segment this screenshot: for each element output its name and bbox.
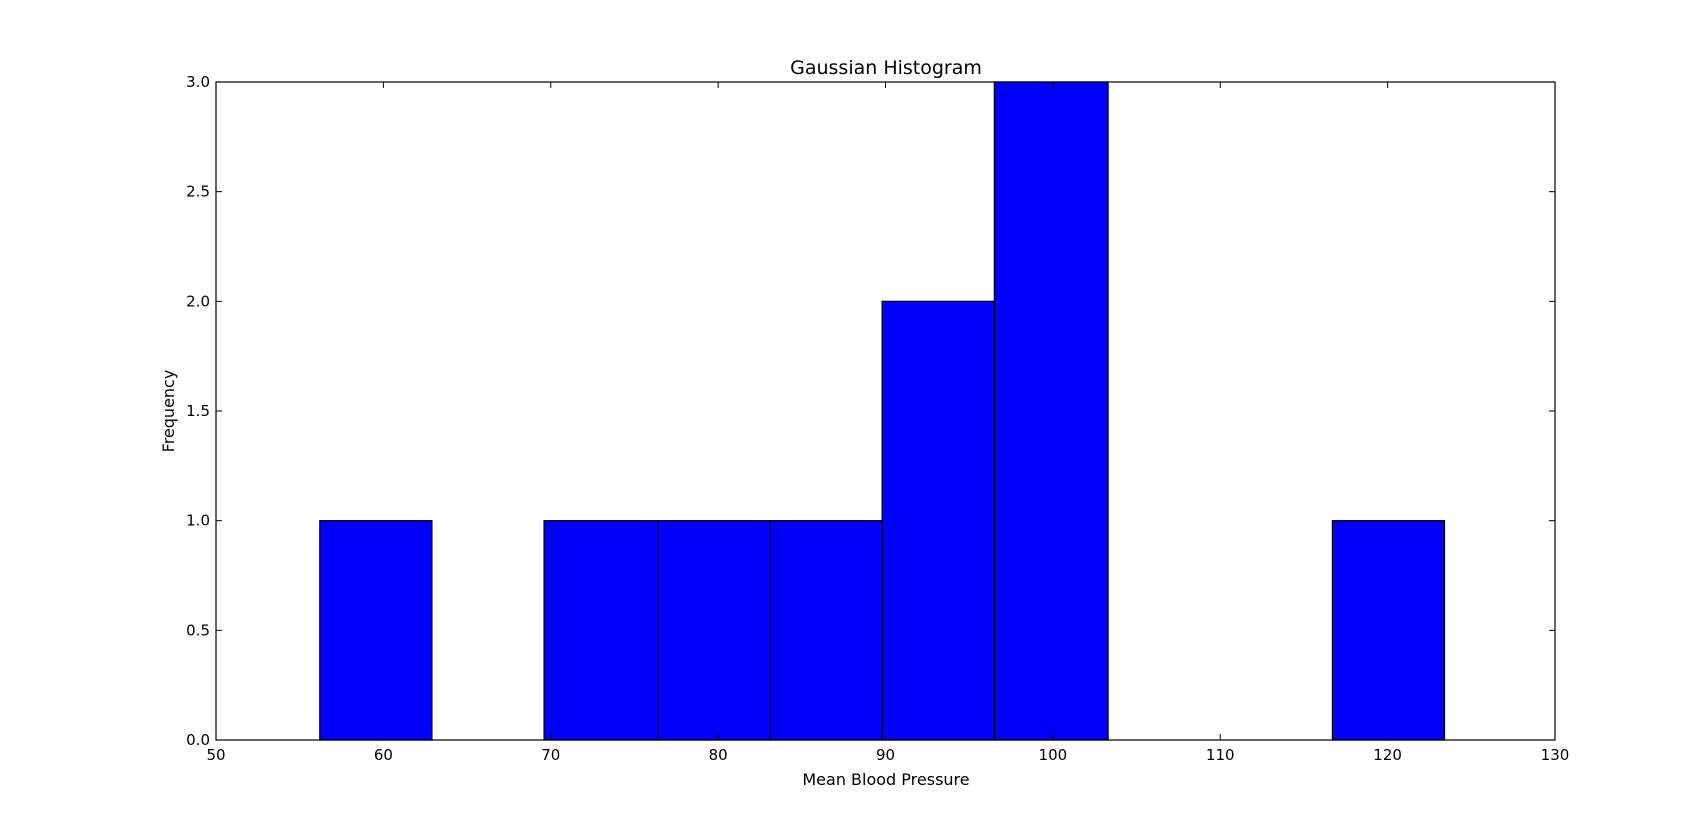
x-axis-label: Mean Blood Pressure: [802, 770, 969, 789]
histogram-bar-2: [543, 520, 659, 741]
y-tick-label-1: 0.5: [186, 621, 210, 639]
chart-title: Gaussian Histogram: [790, 57, 982, 79]
x-tick-label-0: 50: [206, 746, 225, 764]
y-tick-label-4: 2.0: [186, 292, 210, 310]
y-tick-label-3: 1.5: [186, 402, 210, 420]
x-tick-label-4: 90: [876, 746, 895, 764]
tick-labels-layer: 50 60 70 80 90 100 110 120 130 0.0 0.5 1.0 1.5 2.0 2.5…: [186, 73, 1569, 764]
histogram-bar-5: [881, 300, 995, 741]
histogram-bar-9: [1331, 520, 1446, 741]
x-tick-label-8: 130: [1541, 746, 1570, 764]
x-tick-label-5: 100: [1039, 746, 1068, 764]
y-tick-label-5: 2.5: [186, 183, 210, 201]
x-tick-label-3: 80: [709, 746, 728, 764]
x-tick-label-2: 70: [541, 746, 560, 764]
bars-layer: [319, 81, 1446, 741]
histogram-bar-3: [657, 520, 771, 741]
y-axis-label: Frequency: [159, 370, 178, 453]
x-tick-label-1: 60: [374, 746, 393, 764]
y-tick-label-2: 1.0: [186, 512, 210, 530]
histogram-bar-4: [769, 520, 883, 741]
ticks-layer: [215, 81, 1556, 741]
histogram-bar-0: [319, 520, 433, 741]
x-tick-label-6: 110: [1206, 746, 1235, 764]
histogram-bar-6: [993, 81, 1109, 741]
y-tick-label-6: 3.0: [186, 73, 210, 91]
x-tick-label-7: 120: [1373, 746, 1402, 764]
y-tick-label-0: 0.0: [186, 731, 210, 749]
